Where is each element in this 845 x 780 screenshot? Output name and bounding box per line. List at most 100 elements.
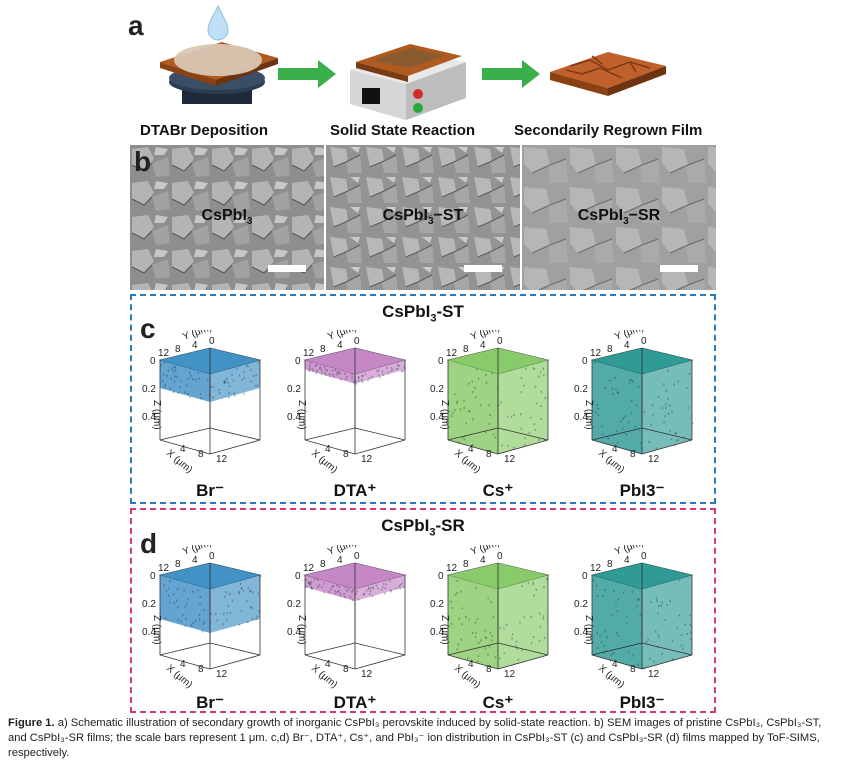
y-tick-label: 4: [624, 555, 630, 566]
x-tick-label: 8: [343, 664, 349, 675]
scale-bar: [464, 265, 502, 272]
y-tick-label: 4: [624, 340, 630, 351]
z-tick-label: 0: [295, 571, 301, 582]
z-tick-label: 0.4: [574, 412, 588, 423]
y-tick-label: 12: [303, 563, 315, 574]
y-tick-label: 8: [607, 344, 613, 355]
x-tick-label: 4: [612, 659, 618, 670]
z-tick-label: 0.4: [430, 412, 444, 423]
y-tick-label: 8: [320, 559, 326, 570]
x-tick-label: 4: [468, 659, 474, 670]
scale-bar: [268, 265, 306, 272]
x-tick-label: 12: [504, 669, 516, 680]
caption-text: a) Schematic illustration of secondary g…: [8, 717, 821, 759]
sem-label-pristine: CsPbI3: [130, 207, 324, 227]
arrow-2: [482, 60, 540, 88]
y-tick-label: 4: [192, 555, 198, 566]
z-tick-label: 0: [438, 356, 444, 367]
y-tick-label: 8: [175, 344, 181, 355]
cube-cs-sr: Y (μm)12 8 4 0Z (μm)00.20.4X (μm)4 8 12: [428, 545, 568, 690]
panel-d-title: CsPbI3-SR: [132, 516, 714, 538]
step-label-deposition: DTABr Deposition: [140, 122, 268, 139]
x-tick-label: 8: [198, 664, 204, 675]
z-tick-label: 0: [582, 571, 588, 582]
y-tick-label: 4: [337, 340, 343, 351]
x-tick-label: 12: [648, 669, 660, 680]
z-tick-label: 0.4: [430, 627, 444, 638]
z-tick-label: 0: [150, 356, 156, 367]
z-tick-label: 0.4: [287, 627, 301, 638]
x-tick-label: 4: [325, 444, 331, 455]
z-tick-label: 0.2: [287, 384, 301, 395]
y-tick-label: 12: [158, 348, 170, 359]
figure-caption: Figure 1. a) Schematic illustration of s…: [8, 716, 840, 761]
schematic-illustration: [130, 0, 730, 125]
caption-figure-label: Figure 1.: [8, 717, 55, 729]
step-label-reaction: Solid State Reaction: [330, 122, 475, 139]
x-tick-label: 8: [630, 664, 636, 675]
cube-br-st: Y (μm)12 8 4 0Z (μm)00.20.4X (μm)4 8 12: [140, 330, 280, 475]
y-tick-label: 4: [192, 340, 198, 351]
sem-image-sr: CsPbI3−SR: [522, 145, 716, 290]
x-tick-label: 12: [216, 669, 228, 680]
z-tick-label: 0: [438, 571, 444, 582]
y-tick-label: 12: [303, 348, 315, 359]
cube-br-sr: Y (μm)12 8 4 0Z (μm)00.20.4X (μm)4 8 12: [140, 545, 280, 690]
x-tick-label: 4: [468, 444, 474, 455]
z-tick-label: 0.4: [574, 627, 588, 638]
ion-label-pbi3: PbI3⁻: [587, 481, 697, 501]
regrown-film-icon: [550, 52, 666, 96]
sem-label-st: CsPbI3−ST: [326, 207, 520, 227]
y-tick-label: 0: [209, 336, 215, 347]
y-tick-label: 12: [590, 348, 602, 359]
x-tick-label: 8: [486, 664, 492, 675]
sem-label-sr: CsPbI3−SR: [522, 207, 716, 227]
x-tick-label: 4: [612, 444, 618, 455]
y-tick-label: 4: [480, 340, 486, 351]
x-tick-label: 8: [343, 449, 349, 460]
z-tick-label: 0.4: [142, 627, 156, 638]
y-tick-label: 0: [209, 551, 215, 562]
y-tick-label: 8: [463, 559, 469, 570]
spin-coater-icon: [160, 6, 278, 104]
x-tick-label: 12: [361, 669, 373, 680]
y-tick-label: 8: [607, 559, 613, 570]
y-tick-label: 4: [480, 555, 486, 566]
z-tick-label: 0: [295, 356, 301, 367]
z-tick-label: 0.2: [142, 599, 156, 610]
cube-dta-st: Y (μm)12 8 4 0Z (μm)00.20.4X (μm)4 8 12: [285, 330, 425, 475]
y-tick-label: 0: [354, 551, 360, 562]
z-tick-label: 0.2: [430, 599, 444, 610]
y-tick-label: 12: [446, 348, 458, 359]
y-tick-label: 8: [320, 344, 326, 355]
y-tick-label: 0: [497, 551, 503, 562]
y-tick-label: 4: [337, 555, 343, 566]
step-label-regrown: Secondarily Regrown Film: [514, 122, 702, 139]
x-tick-label: 12: [648, 454, 660, 465]
hot-plate-icon: [350, 44, 466, 120]
panel-b-letter: b: [134, 146, 151, 178]
z-tick-label: 0.2: [287, 599, 301, 610]
ion-label-br: Br⁻: [155, 693, 265, 713]
ion-label-cs: Cs⁺: [443, 693, 553, 713]
x-tick-label: 8: [486, 449, 492, 460]
ion-label-br: Br⁻: [155, 481, 265, 501]
panel-c-title: CsPbI3-ST: [132, 302, 714, 324]
cube-cs-st: Y (μm)12 8 4 0Z (μm)00.20.4X (μm)4 8 12: [428, 330, 568, 475]
y-tick-label: 8: [175, 559, 181, 570]
ion-label-pbi3: PbI3⁻: [587, 693, 697, 713]
y-tick-label: 12: [446, 563, 458, 574]
cube-dta-sr: Y (μm)12 8 4 0Z (μm)00.20.4X (μm)4 8 12: [285, 545, 425, 690]
z-tick-label: 0: [150, 571, 156, 582]
z-tick-label: 0.2: [574, 599, 588, 610]
y-tick-label: 12: [590, 563, 602, 574]
y-tick-label: 0: [641, 551, 647, 562]
cube-pbi3-sr: Y (μm)12 8 4 0Z (μm)00.20.4X (μm)4 8 12: [572, 545, 712, 690]
x-tick-label: 4: [180, 659, 186, 670]
sem-image-pristine: CsPbI3: [130, 145, 324, 290]
y-tick-label: 8: [463, 344, 469, 355]
ion-label-dta: DTA⁺: [300, 693, 410, 713]
scale-bar: [660, 265, 698, 272]
z-tick-label: 0.4: [287, 412, 301, 423]
y-tick-label: 12: [158, 563, 170, 574]
